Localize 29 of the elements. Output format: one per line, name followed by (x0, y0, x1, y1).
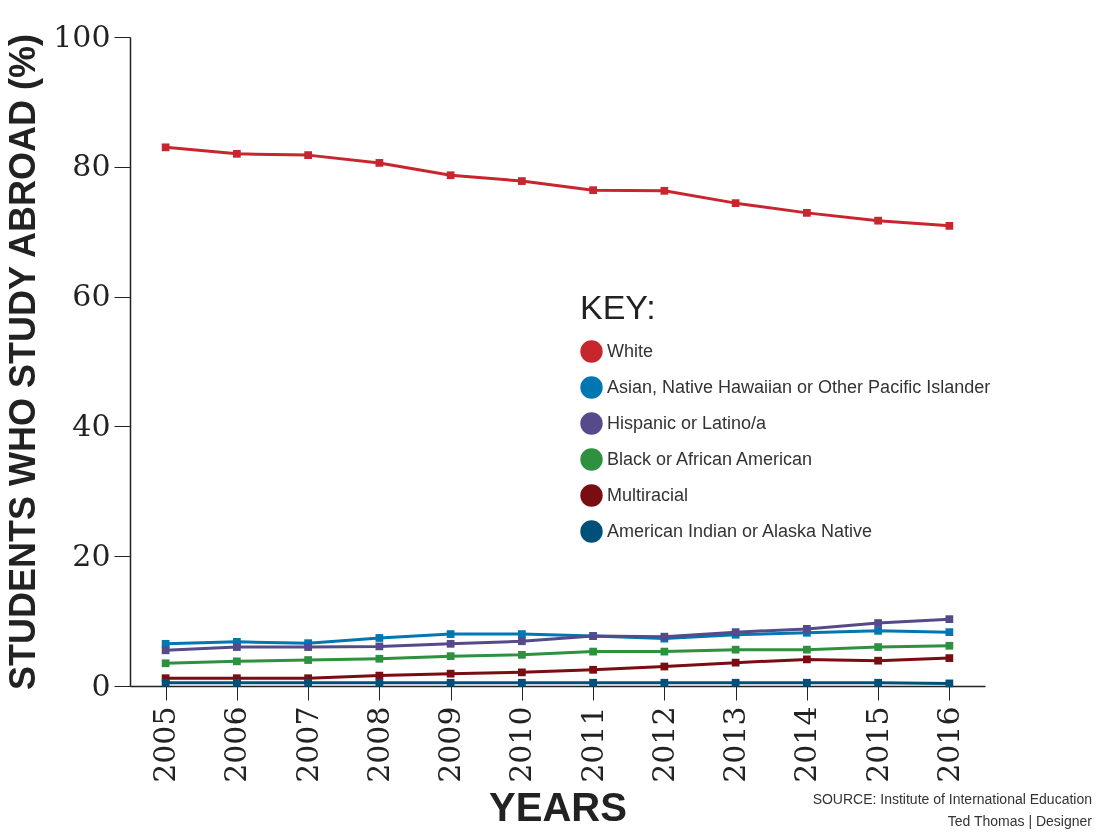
y-tick-label: 80 (72, 148, 111, 184)
legend-label: Asian, Native Hawaiian or Other Pacific Islander (607, 376, 991, 397)
x-tick-label: 2012 (645, 706, 681, 783)
y-tick-label: 40 (72, 407, 111, 443)
x-tick-label: 2009 (432, 706, 468, 783)
x-tick-label: 2005 (147, 706, 183, 783)
legend-label: Multiracial (607, 484, 689, 505)
x-tick-label: 2010 (503, 706, 539, 783)
legend-label: Hispanic or Latino/a (607, 412, 768, 433)
x-tick-label: 2011 (574, 706, 610, 783)
y-axis-title: STUDENTS WHO STUDY ABROAD (%) (2, 34, 44, 690)
legend-label: American Indian or Alaska Native (607, 520, 873, 541)
x-tick-label: 2013 (717, 706, 753, 783)
y-tick-label: 20 (72, 537, 111, 573)
y-tick-label: 0 (91, 667, 111, 703)
x-axis-title: YEARS (489, 784, 627, 829)
source-note: SOURCE: Institute of International Education (812, 790, 1092, 809)
y-tick-label: 60 (72, 278, 111, 314)
legend-title: KEY: (580, 288, 656, 326)
x-tick-label: 2014 (788, 706, 824, 783)
legend-label: Black or African American (607, 448, 813, 469)
y-tick-label: 100 (53, 18, 111, 54)
x-tick-label: 2016 (930, 706, 966, 783)
x-tick-label: 2008 (360, 706, 396, 783)
legend-label: White (607, 340, 654, 361)
x-tick-label: 2006 (218, 706, 254, 783)
x-tick-label: 2007 (289, 706, 325, 783)
text: Ted Thomas | Designer (946, 812, 1092, 831)
x-tick-label: 2015 (859, 706, 895, 783)
